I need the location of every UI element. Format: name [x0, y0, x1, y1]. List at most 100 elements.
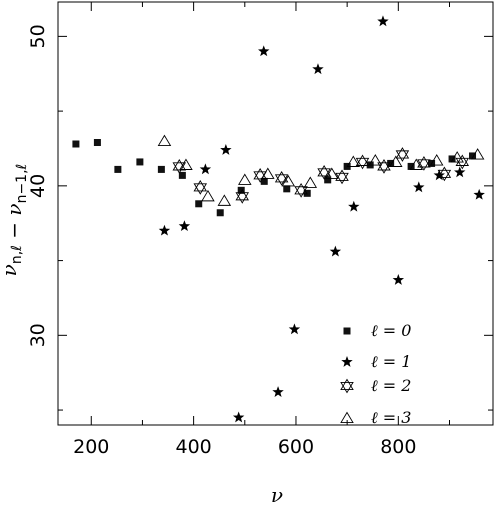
- y-tick-label: 40: [27, 174, 49, 198]
- point-l2-up: [317, 165, 331, 177]
- point-l2-down: [417, 159, 431, 171]
- legend-label-l0: ℓ = 0: [371, 321, 411, 340]
- point-l1: [454, 166, 466, 178]
- point-l0: [448, 155, 456, 163]
- point-l3: [470, 148, 485, 160]
- point-l2-up: [235, 188, 250, 201]
- point-l3: [429, 154, 444, 166]
- plot-frame: [57, 1, 494, 426]
- point-l1: [199, 163, 212, 175]
- point-l1: [348, 200, 360, 212]
- point-l3: [157, 134, 172, 147]
- point-l2-down: [317, 168, 331, 180]
- point-l3: [388, 155, 403, 167]
- point-l1: [158, 224, 171, 236]
- point-l2-up: [193, 179, 208, 192]
- point-l2-up: [455, 154, 470, 166]
- y-axis-title: νn,ℓ − νn−1,ℓ: [0, 164, 30, 277]
- series-l2: [172, 147, 470, 204]
- point-l0: [72, 140, 80, 148]
- point-l1: [258, 45, 270, 57]
- point-l2: [437, 166, 452, 182]
- point-l1: [232, 411, 245, 423]
- series-l0: [72, 139, 477, 217]
- point-l1: [220, 143, 232, 155]
- point-l2-down: [455, 157, 470, 170]
- x-tick-label: 600: [278, 436, 314, 458]
- legend-marker-l3: [340, 411, 354, 424]
- point-l0: [260, 177, 268, 185]
- legend-marker-l1: [341, 356, 353, 367]
- point-l2-down: [294, 186, 308, 198]
- point-l0: [283, 185, 291, 193]
- point-l2-up: [274, 170, 289, 183]
- point-l2-up: [294, 182, 308, 195]
- point-l2-down: [395, 150, 410, 162]
- point-l3: [201, 189, 215, 202]
- point-l0: [387, 159, 395, 167]
- point-l3: [281, 174, 296, 187]
- point-l2: [395, 147, 410, 162]
- point-l2: [417, 156, 431, 171]
- x-tick-label: 200: [73, 436, 109, 458]
- legend-marker-l2: [340, 378, 354, 394]
- point-l2: [274, 170, 289, 186]
- point-l0: [216, 209, 224, 217]
- point-l2: [455, 154, 470, 170]
- point-l0: [178, 171, 186, 179]
- point-l3: [325, 167, 339, 179]
- point-l2-up: [395, 147, 410, 159]
- point-l3: [346, 155, 361, 167]
- y-tick-label: 30: [27, 323, 49, 347]
- data-points: [72, 15, 485, 423]
- legend-label-l2: ℓ = 2: [371, 376, 411, 395]
- series-l3: [157, 134, 485, 206]
- point-l0: [157, 165, 165, 173]
- point-l0: [136, 158, 144, 166]
- legend-label-l3: ℓ = 3: [371, 408, 411, 427]
- point-l1: [473, 188, 485, 200]
- point-l0: [469, 152, 477, 160]
- point-l0: [114, 165, 122, 173]
- point-l2-up: [417, 156, 431, 168]
- point-l3: [238, 173, 252, 185]
- point-l3: [368, 154, 383, 166]
- legend-marker-l2-down: [340, 381, 354, 394]
- point-l2-up: [355, 154, 370, 166]
- point-l3: [450, 151, 464, 163]
- point-l0: [237, 186, 245, 194]
- point-l3: [179, 158, 193, 170]
- point-l2: [235, 188, 250, 204]
- point-l2-up: [253, 168, 267, 180]
- point-l3: [409, 158, 424, 170]
- point-l1: [413, 181, 425, 193]
- point-l2: [193, 179, 208, 195]
- point-l1: [392, 274, 405, 285]
- point-l2-down: [377, 162, 391, 174]
- x-tick-label: 400: [175, 436, 211, 458]
- point-l2-up: [335, 169, 349, 181]
- x-tick-label: 800: [380, 436, 416, 458]
- point-l2-down: [437, 169, 452, 182]
- y-tick-labels: 30 40 50: [27, 24, 49, 347]
- point-l3: [261, 167, 275, 179]
- legend-marker-l2-up: [340, 378, 354, 391]
- x-axis-title: ν: [271, 483, 283, 507]
- point-l2-down: [193, 183, 208, 195]
- point-l1: [288, 323, 301, 335]
- point-l2-down: [235, 192, 250, 204]
- legend: ℓ = 0 ℓ = 1 ℓ = 2 ℓ = 3: [340, 321, 411, 427]
- point-l2: [317, 165, 331, 180]
- point-l3: [303, 176, 318, 188]
- point-l2-down: [274, 174, 289, 186]
- point-l1: [312, 63, 324, 75]
- point-l2-down: [355, 157, 370, 170]
- point-l0: [93, 139, 101, 147]
- point-l2-up: [437, 166, 452, 178]
- y-tick-label: 50: [27, 24, 49, 48]
- plot-border: [57, 1, 494, 426]
- point-l2: [335, 169, 349, 185]
- point-l3: [217, 194, 232, 206]
- point-l2: [172, 159, 187, 174]
